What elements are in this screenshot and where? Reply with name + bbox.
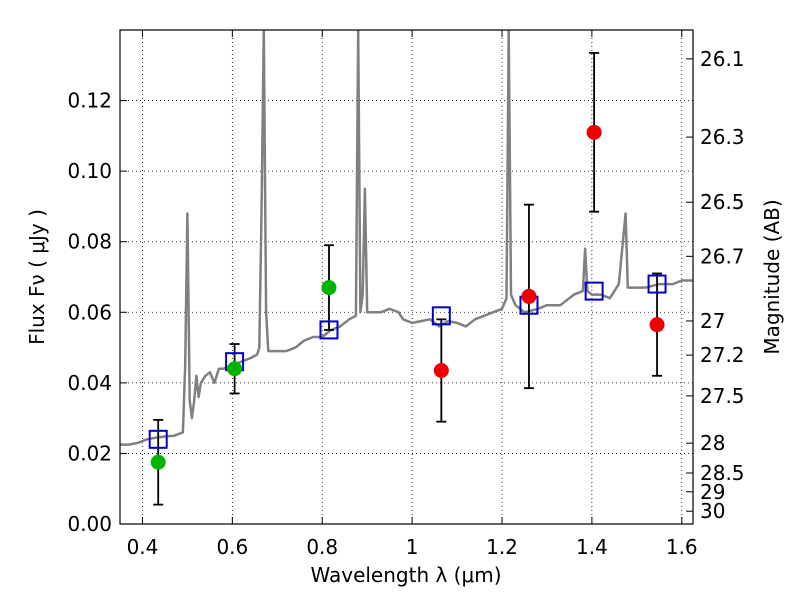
magnitude-tick-label: 26.7: [700, 244, 745, 268]
x-tick-label: 0.4: [127, 535, 159, 559]
observed-point-red: [586, 124, 602, 140]
observed-point-green: [150, 454, 166, 470]
model-spectrum-line: [120, 30, 693, 446]
x-tick-label: 1: [406, 535, 419, 559]
magnitude-tick-label: 26.1: [700, 47, 745, 71]
x-axis-title: Wavelength λ (μm): [310, 563, 501, 587]
x-tick-label: 1.4: [576, 535, 608, 559]
model-photometry-square: [319, 320, 339, 340]
model-photometry-square: [584, 281, 604, 301]
magnitude-tick-label: 26.5: [700, 190, 745, 214]
x-tick-label: 1.2: [486, 535, 518, 559]
y-tick-label: 0.08: [67, 230, 112, 254]
y-tick-label: 0.06: [67, 300, 112, 324]
magnitude-tick-label: 27.5: [700, 384, 745, 408]
magnitude-tick-label: 29: [700, 480, 725, 504]
magnitude-tick-label: 28: [700, 431, 725, 455]
grid-lines: [120, 30, 693, 525]
magnitude-tick-label: 27: [700, 309, 725, 333]
model-spectrum-layer: [120, 30, 693, 446]
y-axis-ticks: 0.00 0.02 0.04 0.06 0.08 0.10 0.12: [67, 89, 127, 536]
y-tick-label: 0.04: [67, 371, 112, 395]
y-axis-title: Flux Fν ( μJy ): [25, 209, 49, 345]
x-tick-label: 1.6: [666, 535, 698, 559]
observed-point-red: [433, 363, 449, 379]
magnitude-tick-label: 26.3: [700, 125, 745, 149]
y-tick-label: 0.10: [67, 159, 112, 183]
x-axis-ticks: 0.4 0.6 0.8 1 1.2 1.4 1.6: [127, 30, 698, 559]
observed-point-red: [521, 288, 537, 304]
x-tick-label: 0.6: [216, 535, 248, 559]
magnitude-tick-label: 27.2: [700, 343, 745, 367]
plot-frame: [119, 29, 694, 525]
magnitude-tick-label: 28.5: [700, 461, 745, 485]
data-points-layer: [148, 124, 667, 470]
y-tick-label: 0.02: [67, 441, 112, 465]
model-photometry-square: [148, 429, 168, 449]
y-tick-label: 0.00: [67, 512, 112, 536]
observed-point-green: [227, 361, 243, 377]
magnitude-axis-title: Magnitude (AB): [760, 199, 784, 354]
observed-point-red: [649, 317, 665, 333]
model-photometry-square: [647, 274, 667, 294]
model-photometry-square: [431, 306, 451, 326]
magnitude-tick-label: 30: [700, 499, 725, 523]
y-tick-label: 0.12: [67, 89, 112, 113]
x-tick-label: 0.8: [306, 535, 338, 559]
observed-point-green: [321, 280, 337, 296]
